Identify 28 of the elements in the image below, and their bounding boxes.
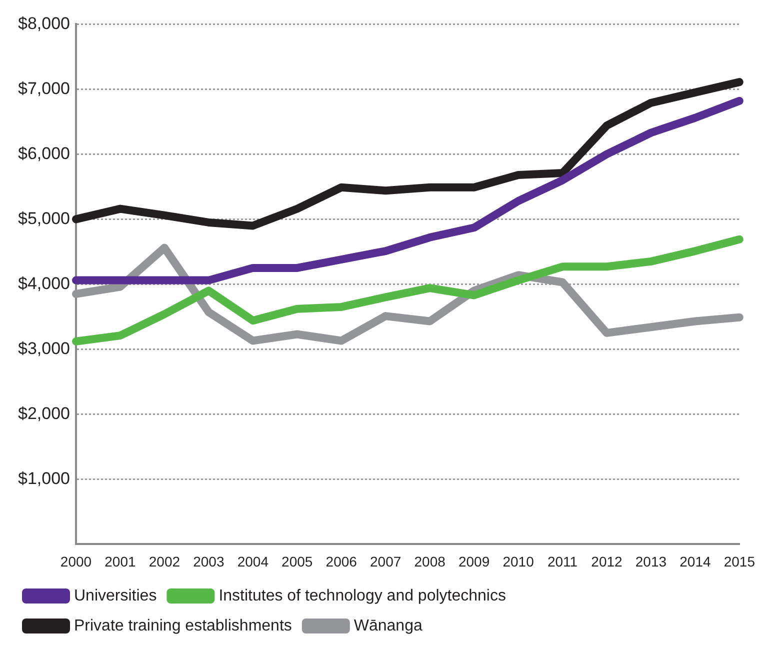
x-tick-label: 2008 xyxy=(414,553,446,570)
x-tick-label: 2011 xyxy=(547,553,578,570)
legend-label: Universities xyxy=(74,587,157,604)
x-tick-label: 2009 xyxy=(458,553,490,570)
y-tick-label: $7,000 xyxy=(18,78,70,98)
legend-label: Private training establishments xyxy=(74,617,292,634)
x-tick-label: 2007 xyxy=(370,553,402,570)
x-tick-label: 2014 xyxy=(680,553,711,570)
x-tick-label: 2000 xyxy=(60,553,92,570)
x-tick-label: 2015 xyxy=(724,553,756,570)
y-tick-label: $5,000 xyxy=(18,208,70,228)
x-tick-label: 2013 xyxy=(635,553,667,570)
x-tick-label: 2010 xyxy=(502,553,534,570)
y-tick-label: $1,000 xyxy=(18,468,70,488)
legend-label: Institutes of technology and polytechnics xyxy=(218,587,506,604)
y-tick-label: $3,000 xyxy=(18,338,70,358)
legend-label: Wānanga xyxy=(354,617,422,634)
x-tick-label: 2001 xyxy=(104,553,136,570)
y-tick-label: $2,000 xyxy=(18,404,70,423)
x-tick-label: 2004 xyxy=(237,553,269,570)
x-tick-label: 2002 xyxy=(148,553,180,570)
y-tick-label: $8,000 xyxy=(18,14,70,33)
x-tick-label: 2012 xyxy=(591,553,623,570)
x-tick-label: 2003 xyxy=(193,553,224,570)
x-tick-label: 2005 xyxy=(282,553,313,570)
y-tick-label: $6,000 xyxy=(18,144,70,163)
x-tick-label: 2006 xyxy=(326,553,358,570)
y-tick-label: $4,000 xyxy=(18,274,70,293)
